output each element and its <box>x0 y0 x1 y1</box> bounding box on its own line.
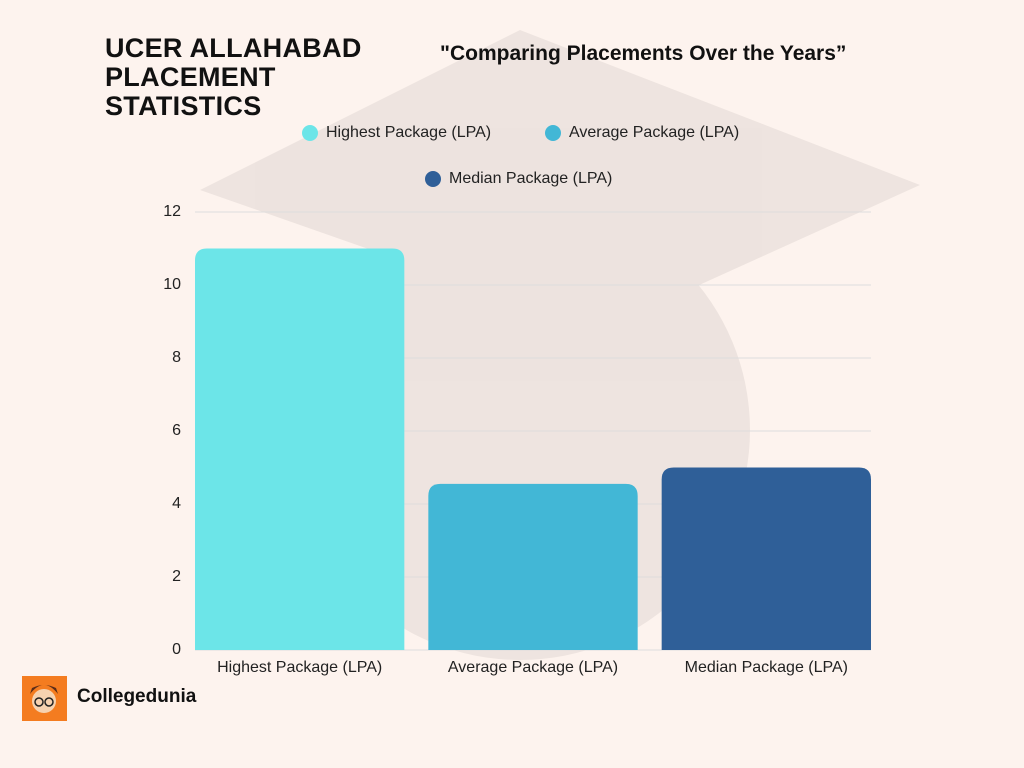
legend-marker <box>545 125 561 141</box>
y-tick-label: 4 <box>172 495 181 512</box>
y-tick-label: 0 <box>172 641 181 658</box>
chart-subtitle: "Comparing Placements Over the Years” <box>440 42 847 65</box>
bar <box>428 483 638 650</box>
brand-name: Collegedunia <box>77 686 197 707</box>
legend-marker <box>425 171 441 187</box>
legend-label: Average Package (LPA) <box>569 124 739 141</box>
y-tick-label: 10 <box>163 276 181 293</box>
y-tick-label: 8 <box>172 349 181 366</box>
bar <box>661 467 871 650</box>
x-tick-label: Average Package (LPA) <box>448 659 618 676</box>
legend-marker <box>302 125 318 141</box>
logo <box>22 676 67 721</box>
legend-label: Median Package (LPA) <box>449 170 612 187</box>
legend-label: Highest Package (LPA) <box>326 124 491 141</box>
y-tick-label: 12 <box>163 203 181 220</box>
bar <box>195 248 405 650</box>
y-tick-label: 2 <box>172 568 181 585</box>
y-tick-label: 6 <box>172 422 181 439</box>
x-tick-label: Highest Package (LPA) <box>217 659 382 676</box>
x-tick-label: Median Package (LPA) <box>685 659 848 676</box>
chart-title: UCER ALLAHABAD PLACEMENT STATISTICS <box>105 33 362 121</box>
